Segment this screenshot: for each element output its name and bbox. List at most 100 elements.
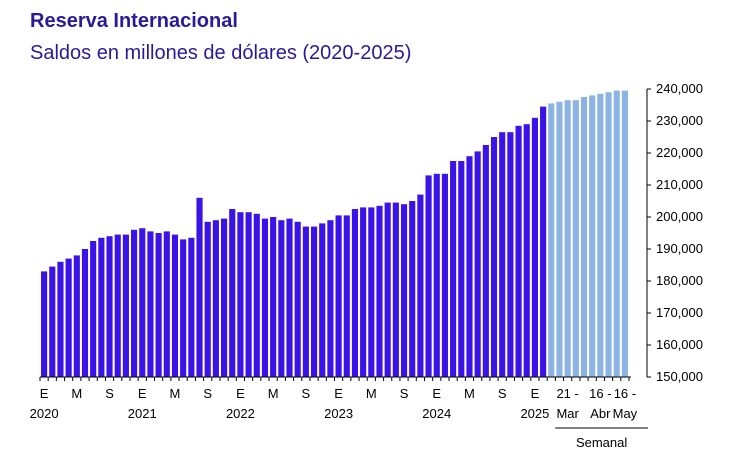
x-year-label: 2021 xyxy=(128,406,157,421)
x-tick-label: E xyxy=(432,386,441,401)
bar-monthly xyxy=(360,207,367,377)
bar-monthly xyxy=(147,231,154,377)
bar-monthly xyxy=(114,234,121,377)
semanal-label: Semanal xyxy=(576,435,627,450)
bar-monthly xyxy=(458,161,465,377)
bar-monthly xyxy=(540,106,547,377)
x-tick-label: M xyxy=(366,386,377,401)
bar-monthly xyxy=(490,137,498,377)
bar-monthly xyxy=(392,202,399,377)
bar-monthly xyxy=(106,236,113,377)
bar-monthly xyxy=(98,237,105,377)
bar-monthly xyxy=(163,231,170,377)
x-tick-label: S xyxy=(203,386,212,401)
bar-monthly xyxy=(319,223,326,377)
bar-monthly xyxy=(131,229,138,377)
bar-monthly xyxy=(302,226,309,377)
bar-monthly xyxy=(188,237,195,377)
bar-weekly xyxy=(564,100,571,377)
bar-monthly xyxy=(409,201,416,377)
bar-monthly xyxy=(523,124,530,377)
x-tick-label: E xyxy=(138,386,147,401)
bar-monthly xyxy=(180,239,187,377)
bar-monthly xyxy=(81,249,89,377)
x-week-label: Mar xyxy=(556,406,579,421)
bar-monthly xyxy=(278,220,285,377)
x-tick-label: E xyxy=(334,386,343,401)
x-week-label: 16 - xyxy=(589,386,611,401)
bar-weekly xyxy=(580,97,588,377)
bar-monthly xyxy=(237,212,244,377)
bar-weekly xyxy=(556,101,563,378)
x-tick-label: M xyxy=(170,386,181,401)
x-tick-label: S xyxy=(400,386,409,401)
bar-monthly xyxy=(139,228,146,377)
bar-monthly xyxy=(65,258,72,377)
x-tick-label: M xyxy=(268,386,279,401)
x-tick-label: E xyxy=(531,386,540,401)
bar-weekly xyxy=(548,103,555,378)
bar-monthly xyxy=(73,255,80,377)
bar-weekly xyxy=(589,95,596,378)
x-tick-label: S xyxy=(302,386,311,401)
bar-monthly xyxy=(327,220,334,377)
bar-monthly xyxy=(466,156,473,377)
chart-subtitle: Saldos en millones de dólares (2020-2025… xyxy=(30,42,412,64)
bar-weekly xyxy=(572,100,579,377)
y-tick-label: 220,000 xyxy=(656,145,703,160)
bar-monthly xyxy=(310,226,318,377)
bar-monthly xyxy=(294,221,301,377)
x-tick-label: M xyxy=(464,386,475,401)
bar-monthly xyxy=(400,204,408,377)
x-week-label: 21 - xyxy=(556,386,578,401)
y-tick-label: 160,000 xyxy=(656,337,703,352)
bar-monthly xyxy=(433,173,440,377)
x-year-label: 2020 xyxy=(30,406,59,421)
bar-monthly xyxy=(57,261,64,377)
bar-monthly xyxy=(343,215,350,377)
x-year-label: 2025 xyxy=(520,406,549,421)
y-tick-label: 200,000 xyxy=(656,209,703,224)
bar-monthly xyxy=(49,266,56,377)
bar-monthly xyxy=(261,218,269,377)
y-tick-label: 240,000 xyxy=(656,81,703,96)
bar-monthly xyxy=(507,132,514,377)
bar-monthly xyxy=(212,220,219,377)
bar-monthly xyxy=(229,209,236,377)
x-week-label: 16 - xyxy=(614,386,636,401)
x-tick-label: E xyxy=(236,386,245,401)
bar-monthly xyxy=(155,233,162,377)
bar-monthly xyxy=(196,197,203,377)
bar-monthly xyxy=(253,213,260,377)
chart-title: Reserva Internacional xyxy=(30,10,238,32)
bar-weekly xyxy=(605,92,612,377)
y-tick-label: 190,000 xyxy=(656,241,703,256)
bar-monthly xyxy=(270,217,277,377)
x-tick-label: M xyxy=(71,386,82,401)
bar-monthly xyxy=(417,194,424,377)
x-year-label: 2023 xyxy=(324,406,353,421)
bar-weekly xyxy=(597,93,604,378)
x-year-label: 2024 xyxy=(422,406,451,421)
y-tick-label: 180,000 xyxy=(656,273,703,288)
x-tick-label: S xyxy=(105,386,114,401)
x-tick-label: S xyxy=(498,386,507,401)
bar-monthly xyxy=(220,218,228,377)
bar-monthly xyxy=(425,175,432,377)
bar-monthly xyxy=(41,271,48,377)
bar-monthly xyxy=(90,241,97,377)
bar-monthly xyxy=(515,125,522,377)
y-tick-label: 230,000 xyxy=(656,113,703,128)
bar-monthly xyxy=(499,132,506,377)
bar-weekly xyxy=(613,90,620,377)
bar-monthly xyxy=(245,212,252,377)
bar-monthly xyxy=(204,221,211,377)
y-tick-label: 170,000 xyxy=(656,305,703,320)
bar-monthly xyxy=(286,218,293,377)
y-tick-label: 150,000 xyxy=(656,369,703,384)
bar-monthly xyxy=(531,117,538,378)
bar-monthly xyxy=(441,173,449,377)
x-tick-label: E xyxy=(40,386,49,401)
x-year-label: 2022 xyxy=(226,406,255,421)
bar-monthly xyxy=(376,205,383,377)
